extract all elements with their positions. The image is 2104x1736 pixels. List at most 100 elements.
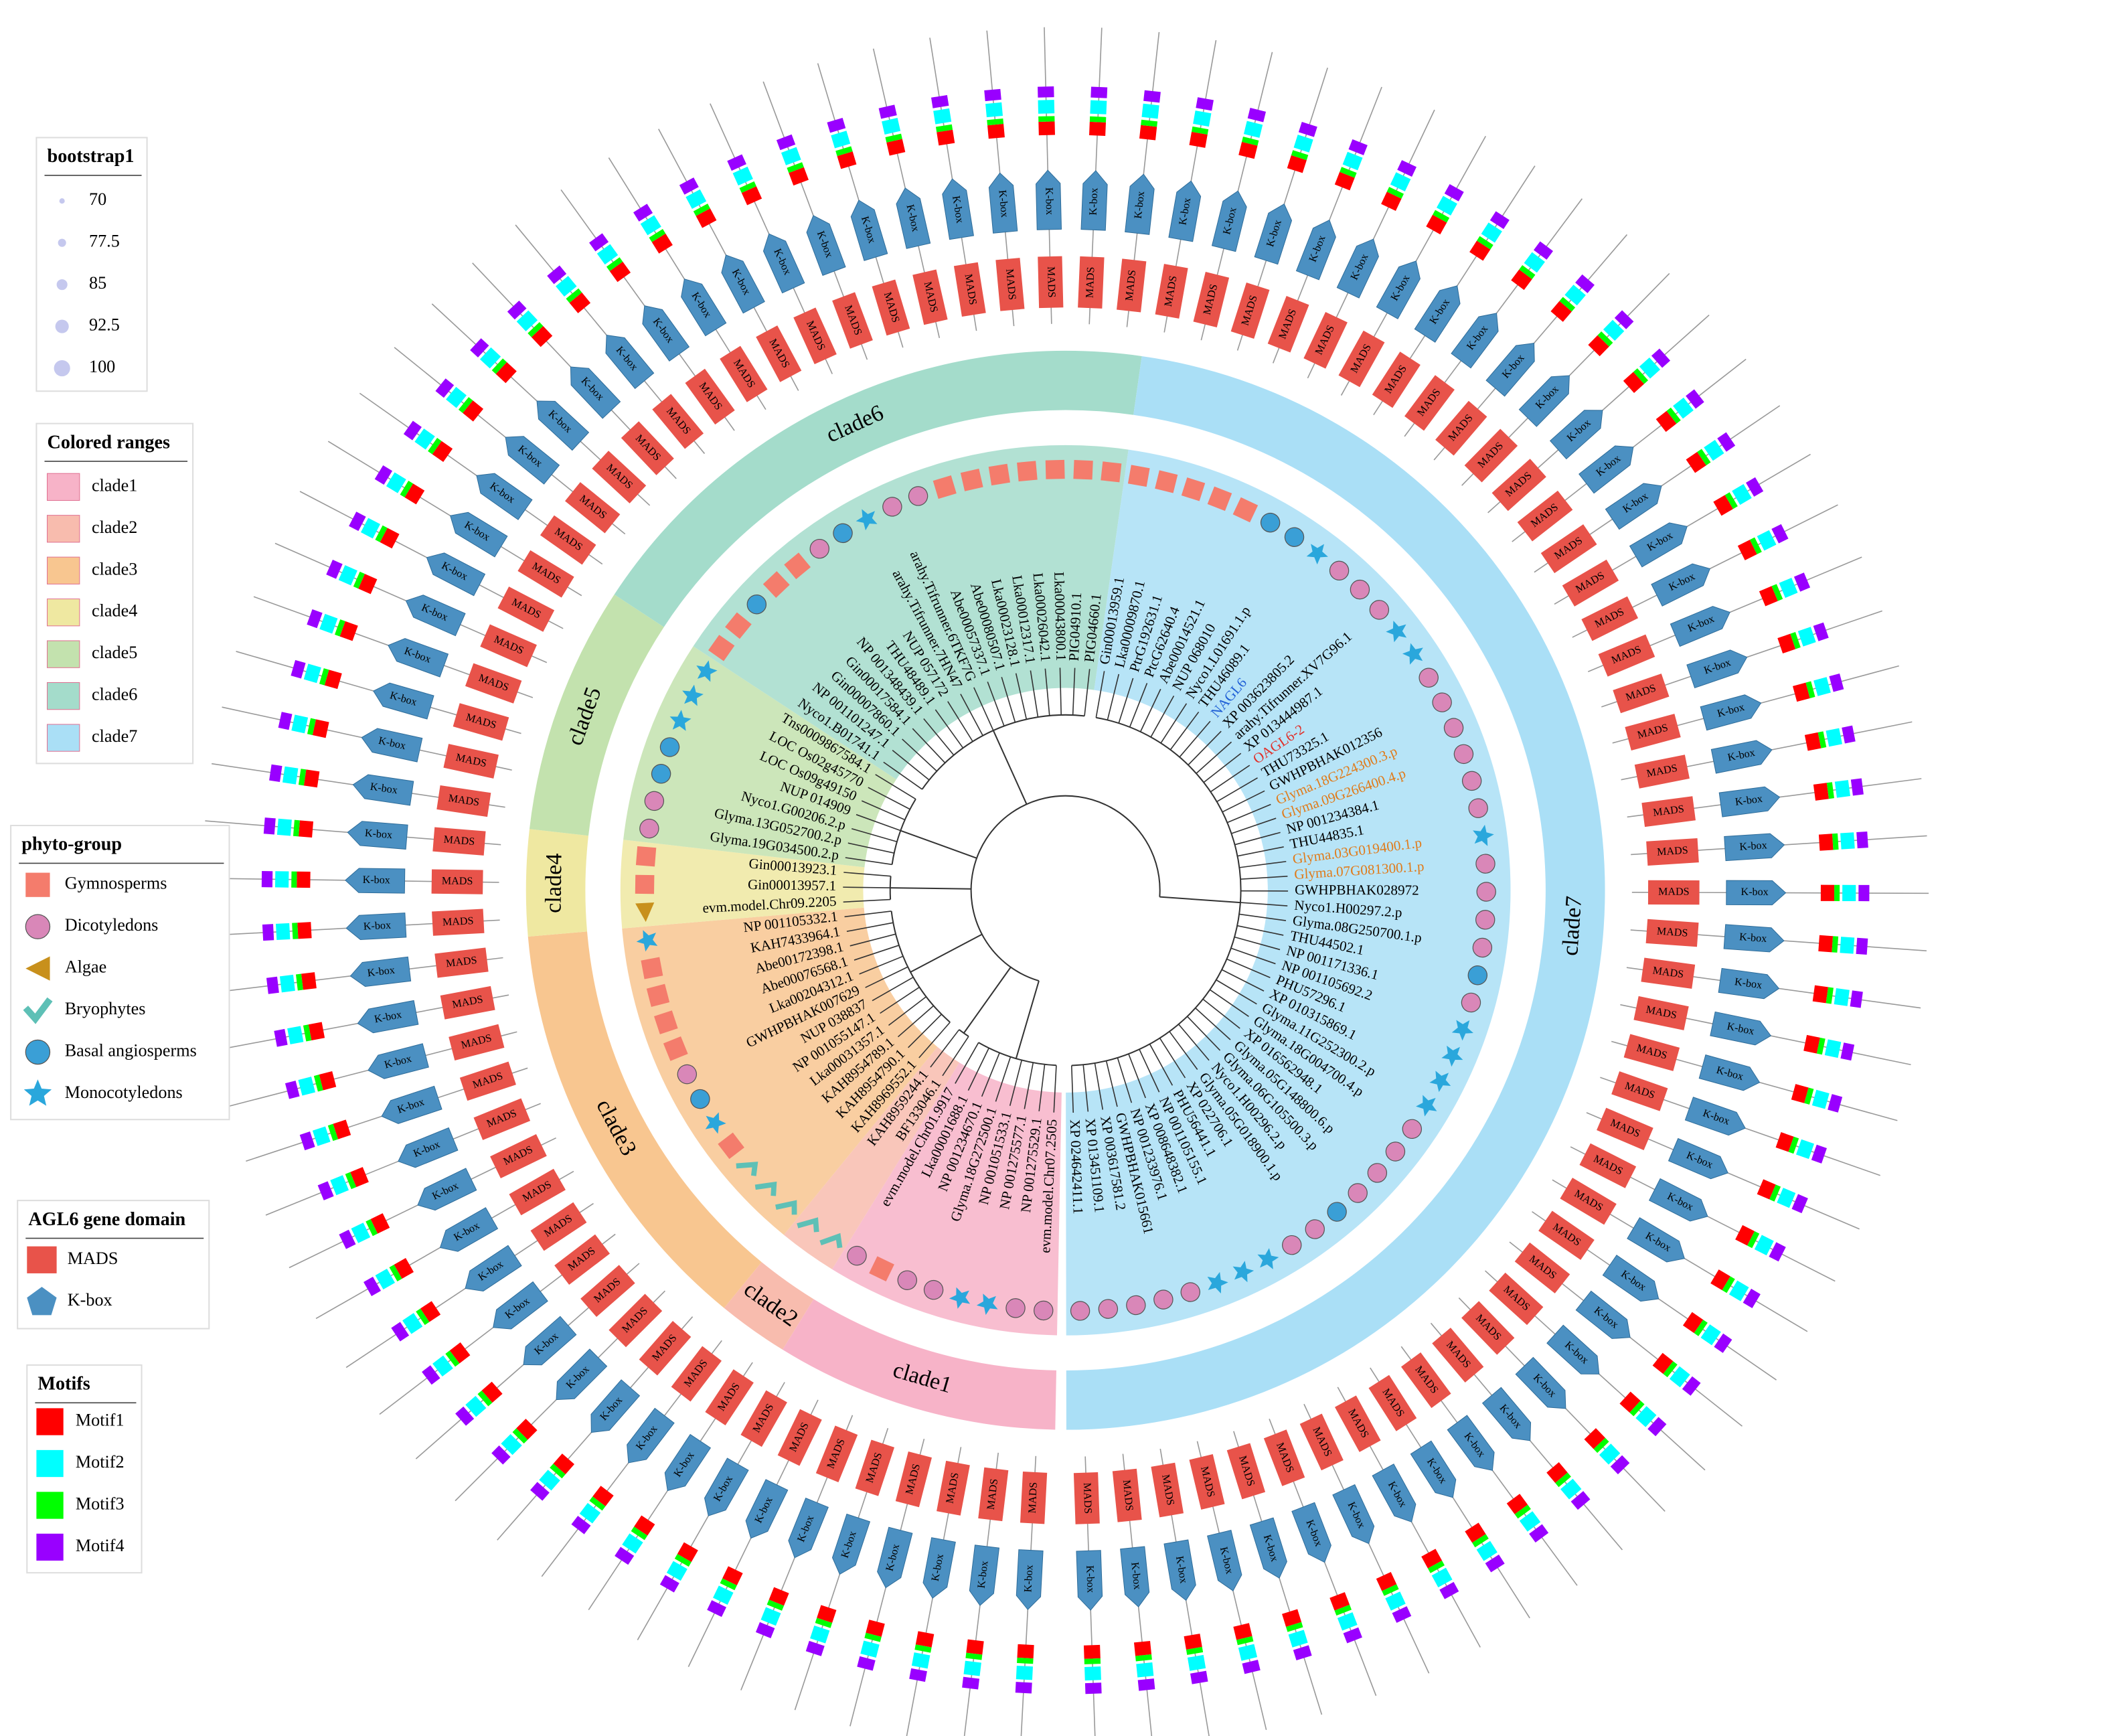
motif-box xyxy=(327,1123,339,1141)
motif-box xyxy=(1828,1094,1843,1113)
kbox-shape xyxy=(704,1457,749,1516)
mads-box xyxy=(1633,996,1689,1030)
leaf: Gin00013957.1 MADS K-box xyxy=(202,868,890,894)
mads-box xyxy=(1117,258,1147,313)
range-label: clade5 xyxy=(92,643,137,662)
mads-box xyxy=(1020,1471,1048,1524)
leaf: GWHPBHAK028972 MADS K-box xyxy=(1240,880,1929,906)
kbox-label: K-box xyxy=(1734,793,1763,808)
leaf-branch xyxy=(897,1005,935,1038)
leaf-branch xyxy=(1234,832,1281,846)
motif-box xyxy=(835,146,853,157)
symbol-circle xyxy=(1432,692,1452,712)
motif-box xyxy=(722,1566,743,1586)
mads-box xyxy=(592,451,647,503)
kbox-shape xyxy=(373,682,434,720)
symbol-circle xyxy=(833,523,853,544)
leaf-branch xyxy=(1105,1060,1118,1107)
motif-box xyxy=(1090,86,1108,98)
leaf-branch xyxy=(1053,1065,1057,1113)
mads-box xyxy=(652,394,704,449)
leaf-label: Gin00013957.1 xyxy=(748,876,836,894)
motif-box xyxy=(1189,131,1208,148)
mads-box xyxy=(1230,283,1270,339)
symbol-circle xyxy=(644,791,665,811)
kbox-label: K-box xyxy=(1022,1565,1035,1593)
motif-box xyxy=(1287,155,1307,173)
motif-box xyxy=(937,129,955,146)
motif-box xyxy=(292,923,299,939)
motif-box xyxy=(531,326,553,347)
group-label: Monocotyledons xyxy=(65,1083,183,1102)
motif-box xyxy=(1619,1391,1641,1413)
motif-box xyxy=(696,208,717,228)
mads-box xyxy=(473,1098,531,1140)
motif-box xyxy=(1546,1462,1568,1484)
motif-box xyxy=(1038,86,1054,98)
kbox-shape xyxy=(1710,740,1773,774)
mads-box xyxy=(1404,375,1455,431)
mads-box xyxy=(1432,1328,1484,1383)
symbol-circle xyxy=(1098,1299,1119,1319)
motif-box xyxy=(1017,1644,1034,1659)
bootstrap-label: 85 xyxy=(89,273,106,293)
leaf-branch xyxy=(1129,683,1148,728)
leaf-branch xyxy=(1128,1053,1146,1099)
clade-ring xyxy=(529,594,664,836)
motif-box xyxy=(465,1395,487,1417)
mads-box xyxy=(1193,272,1230,328)
motif-box xyxy=(458,397,473,413)
leaf-branch xyxy=(1226,958,1271,978)
motif-box xyxy=(984,88,1001,102)
kbox-shape xyxy=(493,1281,548,1330)
kbox-shape xyxy=(1684,1097,1746,1136)
motif-box xyxy=(1754,1235,1774,1256)
symbol-circle xyxy=(1453,744,1474,765)
symbol-circle xyxy=(847,1245,867,1266)
motif-box xyxy=(375,525,388,542)
mads-box xyxy=(540,515,596,565)
motif-box xyxy=(1623,372,1645,393)
symbol-triangle xyxy=(25,956,50,981)
kbox-shape xyxy=(536,400,590,451)
clade-branch-arc xyxy=(978,1042,1056,1067)
kbox-shape xyxy=(1168,180,1202,242)
motif-box xyxy=(1840,832,1855,850)
motif-box xyxy=(1666,407,1681,424)
kbox-shape xyxy=(1686,649,1748,689)
motif-box xyxy=(1724,492,1738,509)
motif-box xyxy=(307,718,316,735)
motif-box xyxy=(349,511,366,532)
motif-box xyxy=(539,1470,560,1491)
kbox-shape xyxy=(1518,375,1570,427)
kbox-shape xyxy=(352,774,414,806)
clade-stem xyxy=(890,887,971,890)
symbol-square xyxy=(762,571,790,598)
range-swatch xyxy=(47,640,80,668)
kbox-label: K-box xyxy=(370,781,398,797)
motif-box xyxy=(350,1167,369,1188)
symbol-square xyxy=(708,635,735,661)
motif-box xyxy=(516,1419,538,1440)
motif-box xyxy=(1519,265,1536,279)
motif-box xyxy=(303,663,321,684)
symbol-square xyxy=(635,846,657,867)
mads-box xyxy=(1400,1352,1451,1409)
motif-box xyxy=(1834,780,1850,798)
kbox-shape xyxy=(1016,1549,1044,1610)
kbox-shape xyxy=(1700,694,1762,731)
motif-box xyxy=(1803,1034,1820,1054)
symbol-circle xyxy=(1034,1300,1054,1321)
mads-box xyxy=(1263,1429,1305,1486)
bootstrap-label: 92.5 xyxy=(89,315,120,335)
symbol-circle xyxy=(908,486,928,506)
motif-box xyxy=(380,528,400,549)
motif-box xyxy=(781,147,801,165)
motif-box xyxy=(911,1652,930,1669)
symbol-circle xyxy=(1475,910,1495,930)
leaf-branch xyxy=(1009,1060,1023,1106)
bootstrap-key xyxy=(59,198,65,204)
motif-box xyxy=(864,1632,882,1642)
bootstrap-key xyxy=(55,319,69,333)
